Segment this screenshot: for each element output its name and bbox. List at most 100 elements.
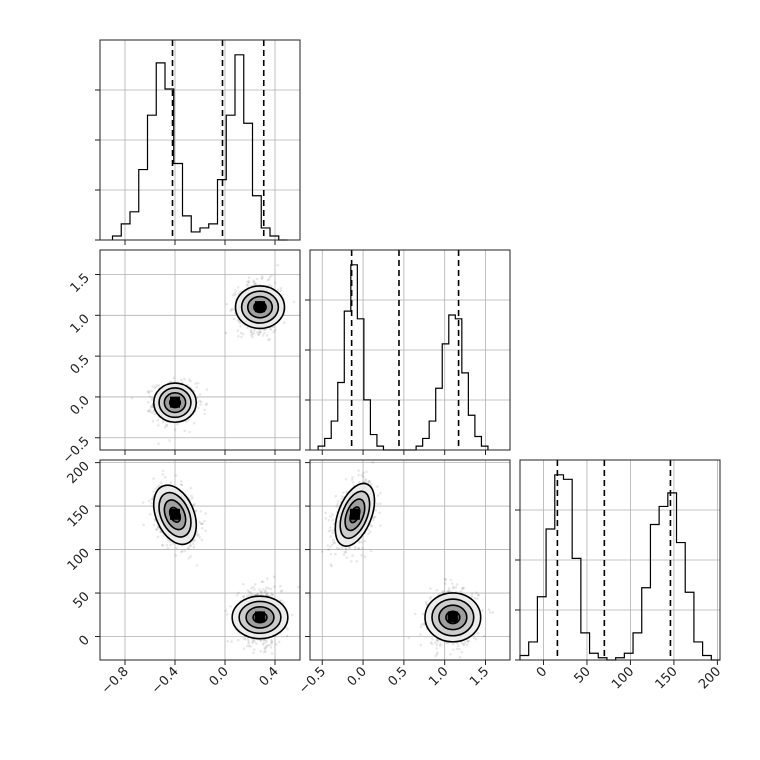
- scatter-point: [256, 593, 260, 596]
- scatter-point: [153, 412, 157, 416]
- scatter-point: [372, 516, 376, 519]
- scatter-point: [246, 638, 250, 641]
- scatter-point: [157, 484, 161, 487]
- scatter-point: [152, 477, 155, 480]
- density-contour: [152, 382, 198, 424]
- density-peak: [447, 611, 458, 623]
- scatter-point: [342, 553, 346, 556]
- scatter-point: [147, 499, 151, 503]
- scatter-point: [195, 396, 199, 399]
- scatter-point: [342, 491, 345, 495]
- scatter-point: [152, 490, 155, 493]
- scatter-point: [262, 641, 266, 645]
- scatter-point: [187, 556, 191, 560]
- density-contour: [152, 484, 198, 546]
- scatter-point: [179, 550, 183, 554]
- scatter-point: [188, 430, 191, 434]
- scatter-point: [276, 288, 280, 292]
- scatter-point: [242, 594, 246, 598]
- scatter-point: [235, 593, 239, 597]
- scatter-point: [197, 533, 200, 536]
- scatter-point: [259, 329, 262, 333]
- scatter-point: [351, 481, 355, 484]
- scatter-point: [344, 477, 348, 481]
- scatter-point: [173, 428, 177, 431]
- scatter-point: [340, 546, 344, 549]
- scatter-point: [153, 518, 156, 521]
- scatter-point: [344, 551, 348, 554]
- scatter-point: [463, 641, 467, 644]
- scatter-point: [329, 545, 332, 549]
- scatter-point: [168, 540, 171, 544]
- scatter-point: [336, 499, 340, 503]
- scatter-point: [250, 334, 253, 337]
- scatter-point: [248, 590, 251, 594]
- scatter-point: [279, 599, 283, 602]
- scatter-point: [340, 494, 344, 498]
- scatter-point: [270, 640, 273, 644]
- scatter-point: [429, 641, 433, 644]
- scatter-point: [246, 326, 249, 329]
- scatter-point: [376, 502, 379, 506]
- y-tick-label: −0.5: [60, 434, 93, 467]
- scatter-point: [146, 409, 150, 413]
- scatter-point: [247, 644, 251, 648]
- scatter-point: [269, 646, 273, 649]
- y-tick-label: 100: [65, 546, 93, 574]
- scatter-point: [474, 637, 478, 641]
- scatter-point: [237, 334, 240, 338]
- scatter-point: [233, 291, 237, 295]
- scatter-point: [161, 544, 164, 547]
- scatter-point: [187, 546, 190, 549]
- scatter-point: [146, 400, 150, 404]
- scatter-point: [151, 419, 155, 423]
- scatter-point: [141, 501, 145, 504]
- scatter-point: [224, 331, 228, 335]
- scatter-point: [373, 515, 377, 519]
- density-peak: [170, 396, 180, 408]
- scatter-point: [225, 302, 229, 306]
- scatter-point: [454, 586, 458, 589]
- scatter-point: [251, 336, 254, 339]
- scatter-point: [253, 640, 256, 643]
- scatter-point: [226, 639, 230, 643]
- scatter-point: [265, 639, 268, 642]
- histogram-panel-2: [515, 459, 721, 665]
- scatter-point: [266, 591, 270, 595]
- scatter-point: [171, 542, 175, 545]
- scatter-point: [189, 555, 192, 558]
- scatter-point: [270, 638, 273, 642]
- histogram-steps: [317, 264, 489, 451]
- x-tick-label: −0.4: [149, 664, 182, 697]
- scatter-point: [225, 613, 229, 616]
- scatter-point: [260, 592, 263, 595]
- scatter-point: [153, 386, 157, 390]
- scatter-point: [367, 481, 371, 484]
- scatter-point: [452, 585, 455, 589]
- scatter-point: [357, 480, 361, 484]
- scatter-point: [351, 554, 354, 557]
- scatter-point: [236, 286, 240, 289]
- scatter-point: [334, 494, 338, 498]
- scatter-point: [368, 530, 372, 534]
- scatter-point: [423, 623, 426, 626]
- scatter-point: [263, 646, 267, 650]
- x-tick-label: 0.0: [345, 664, 370, 689]
- scatter-point: [329, 563, 333, 566]
- scatter-point: [262, 331, 266, 335]
- density-contour: [424, 592, 482, 643]
- scatter-point: [203, 412, 206, 416]
- scatter-point: [249, 330, 253, 333]
- scatter-point: [260, 639, 263, 643]
- scatter-point: [320, 550, 324, 553]
- scatter-point: [371, 461, 375, 464]
- scatter-point: [279, 584, 282, 588]
- scatter-point: [198, 399, 201, 403]
- scatter-point: [297, 585, 300, 589]
- scatter-point: [336, 502, 339, 506]
- scatter-point: [334, 552, 337, 556]
- scatter-point: [279, 286, 283, 290]
- density-peak: [349, 508, 360, 520]
- scatter-point: [368, 479, 372, 483]
- panel-frame: [309, 459, 511, 661]
